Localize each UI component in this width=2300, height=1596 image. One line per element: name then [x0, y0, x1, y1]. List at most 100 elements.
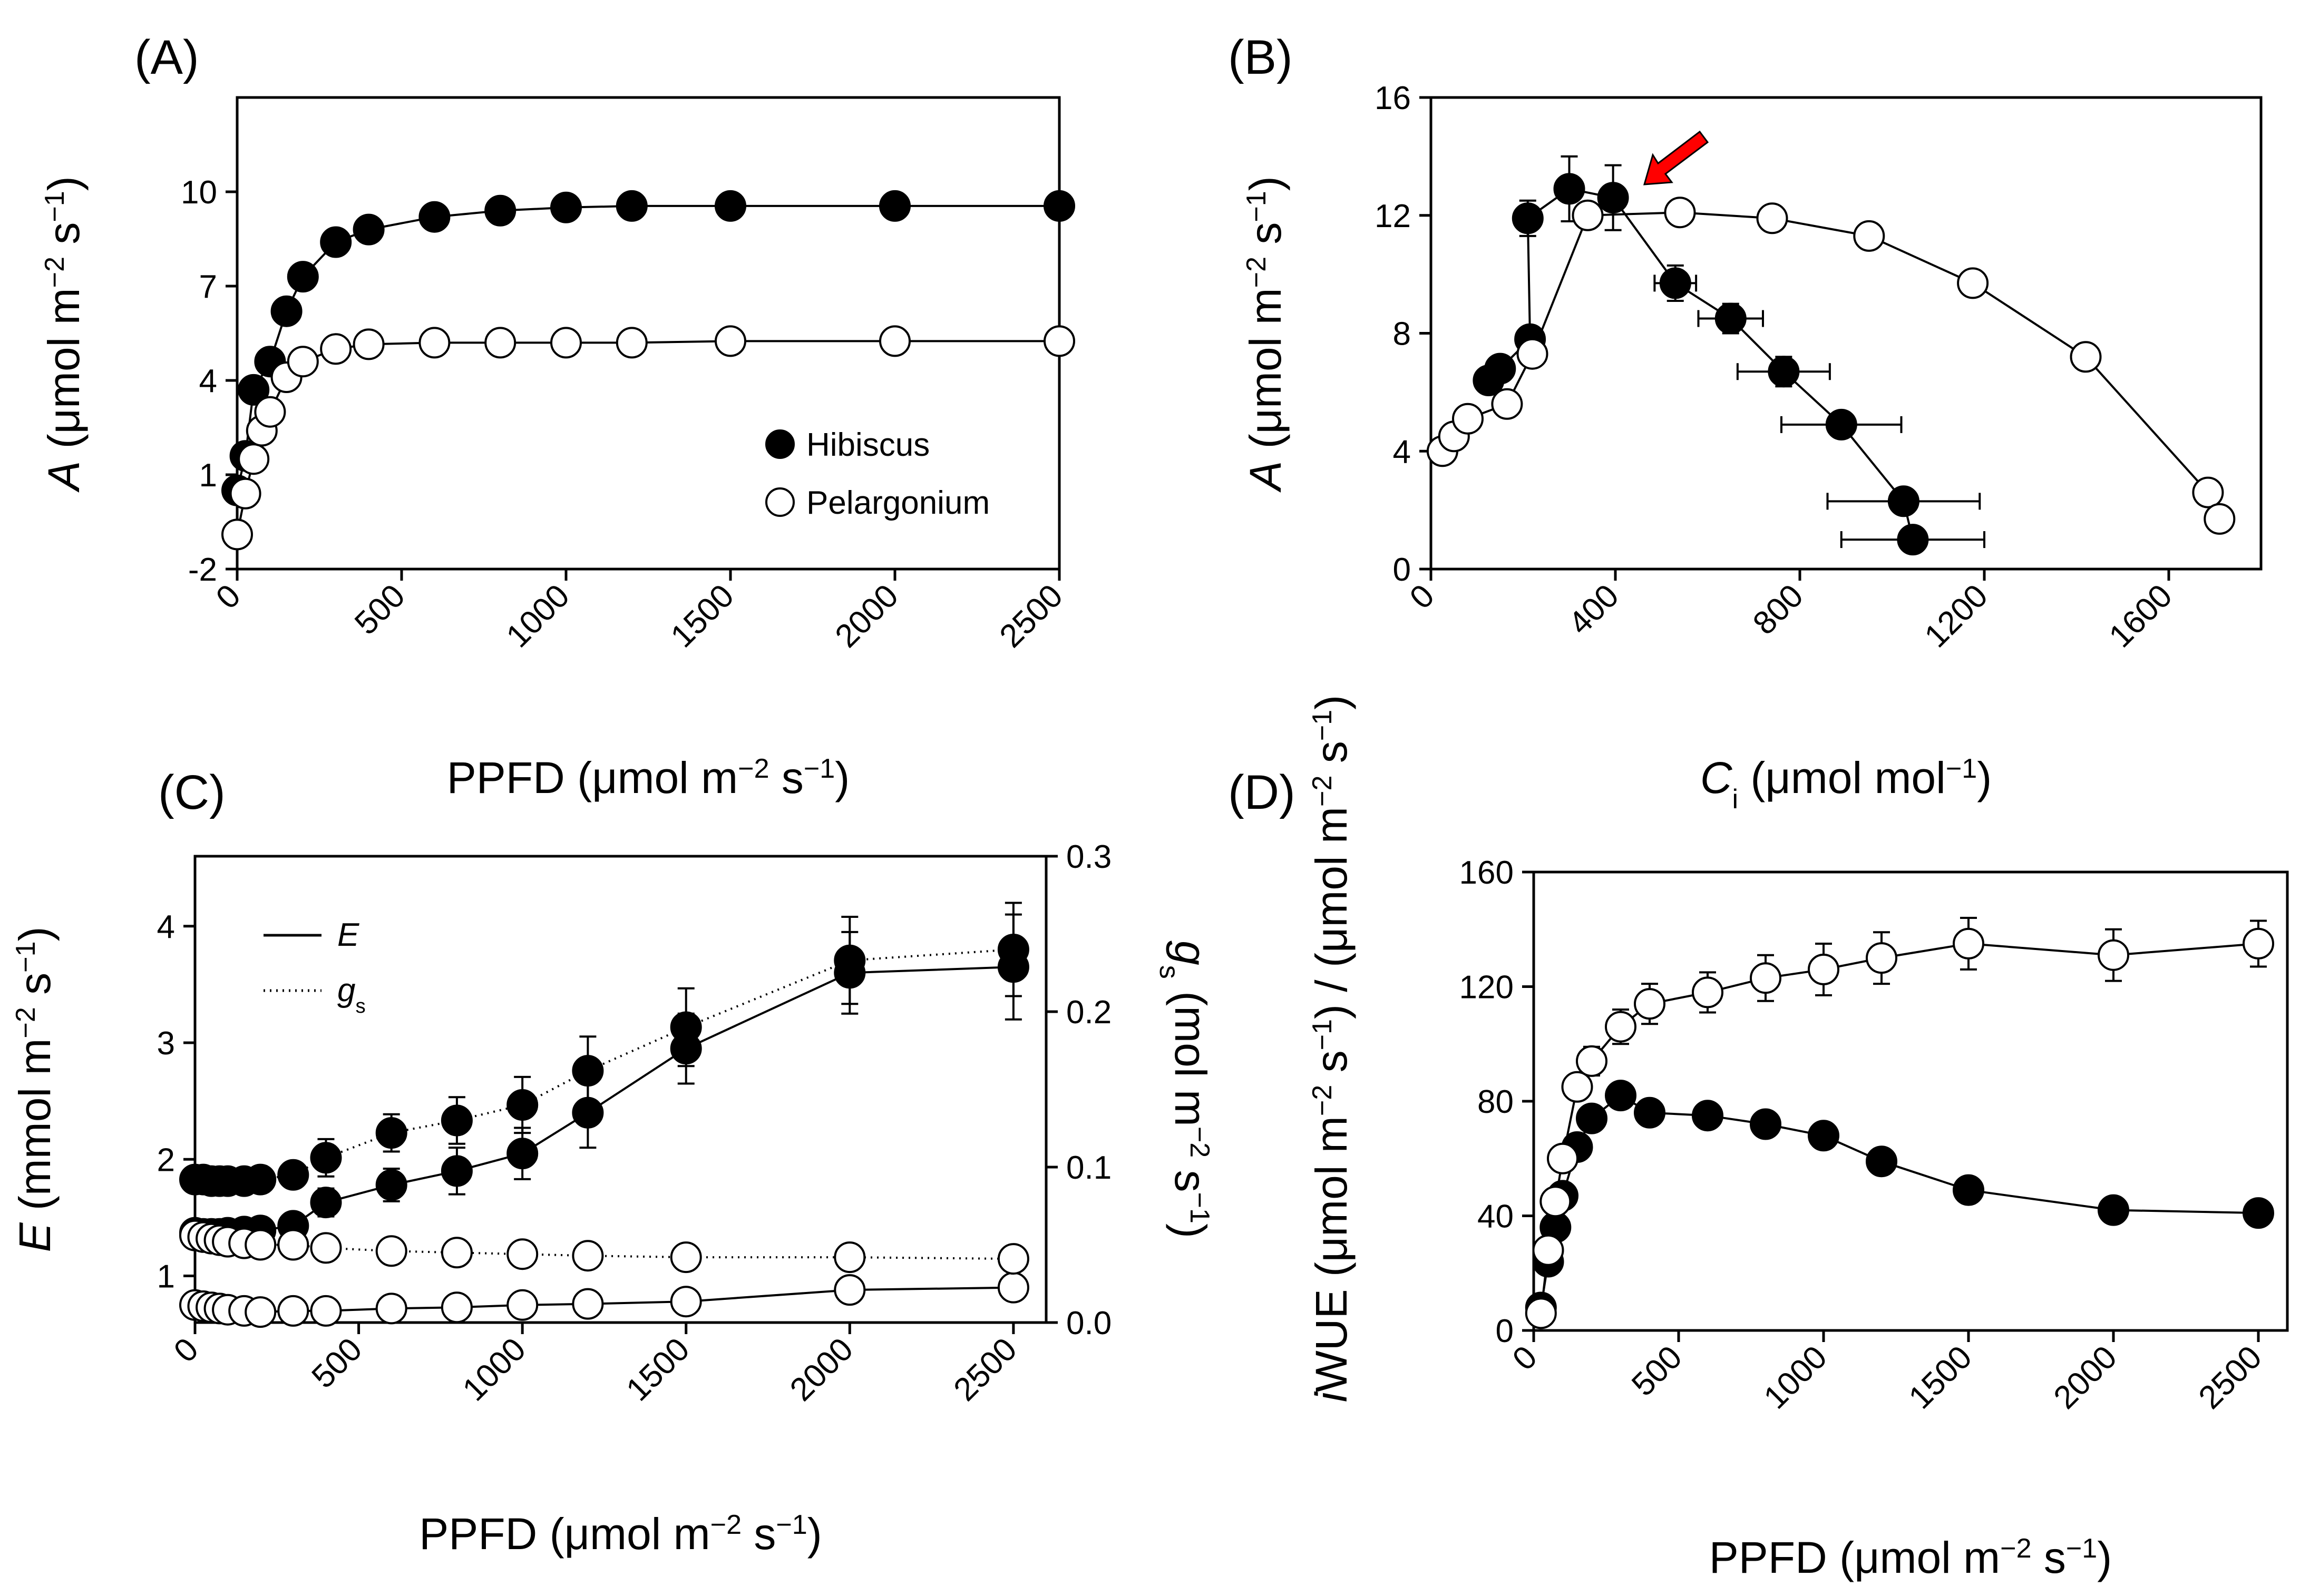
x-axis-title: PPFD (μmol m−2 s−1) [419, 1509, 822, 1559]
x-axis-title: PPFD (μmol m−2 s−1) [447, 753, 850, 802]
data-point-open [2098, 939, 2129, 971]
data-point-filled [320, 226, 352, 258]
data-point-open [1516, 338, 1548, 370]
panel-c: (C) 0 500 1000 1500 2000 2500 1 2 3 4 0.0 0.1 0.2 0.3 E… [10, 766, 1215, 1559]
data-point-open [310, 1295, 342, 1327]
x-tick-label: 500 [348, 577, 412, 642]
data-point-filled [1576, 1102, 1607, 1134]
y-tick-label: 10 [181, 174, 217, 211]
series-line [194, 1234, 1013, 1260]
x-tick-label: 2000 [829, 577, 905, 654]
x-tick-label: 1500 [619, 1331, 696, 1408]
data-point-filled [1887, 485, 1919, 517]
data-point-open [238, 443, 270, 475]
x-tick-label: 800 [1746, 577, 1810, 642]
y-tick-label: 2 [157, 1142, 175, 1178]
data-point-open [1634, 988, 1665, 1020]
data-point-open [441, 1237, 473, 1269]
data-point-filled [1750, 1108, 1781, 1140]
y-axis-title: A (μmol m−2 s−1) [39, 176, 89, 493]
data-point-open [2243, 927, 2274, 959]
y-tick-label: 3 [157, 1025, 175, 1062]
data-point-open [245, 1229, 277, 1261]
data-point-open [1750, 962, 1781, 994]
data-point-open [997, 1243, 1029, 1275]
data-point-filled [1714, 302, 1747, 335]
x-tick-label: 1600 [2102, 577, 2179, 654]
data-point-filled [1597, 182, 1629, 214]
y-tick-label: 1 [199, 457, 217, 494]
y-axis-title: iWUE (μmol m−2 s−1) / (μmol m−2 s−1) [1307, 695, 1356, 1402]
legend-label-hibiscus: Hibiscus [806, 427, 930, 463]
legend-label-gs: gs [337, 972, 366, 1017]
data-point-open [997, 1271, 1029, 1304]
data-point-filled [353, 213, 385, 246]
data-point-open [1664, 197, 1696, 229]
data-point-open [320, 333, 352, 365]
data-point-open [1692, 976, 1723, 1008]
y-tick-label: 8 [1393, 316, 1411, 353]
data-point-open [506, 1238, 539, 1270]
panel-label: (A) [134, 31, 199, 84]
data-point-filled [550, 191, 582, 223]
data-point-open [2070, 341, 2102, 373]
data-point-filled [2098, 1194, 2129, 1226]
y-tick-label: 80 [1477, 1084, 1514, 1120]
data-point-filled [1692, 1100, 1723, 1132]
data-point-filled [375, 1169, 407, 1201]
data-point-filled [1953, 1174, 1984, 1206]
plot-frame [1429, 96, 2263, 571]
x-tick-label: 1500 [1902, 1339, 1979, 1416]
y2-axis-title: gs (mol m−2 s−1) [1154, 941, 1215, 1238]
x-tick-label: 2000 [2047, 1339, 2124, 1416]
x-axis-title: PPFD (μmol m−2 s−1) [1709, 1533, 2112, 1582]
data-point-open [1853, 220, 1885, 252]
data-point-open [1532, 1234, 1564, 1266]
y2-tick-label: 0.3 [1066, 839, 1112, 875]
data-point-filled [1484, 353, 1516, 385]
data-point-filled [1808, 1120, 1839, 1152]
data-point-filled [879, 190, 911, 222]
y-axis-title: A (μmol m−2 s−1) [1241, 176, 1290, 493]
data-point-filled [277, 1159, 309, 1191]
x-tick-label: 1000 [456, 1331, 533, 1408]
data-point-filled [375, 1117, 407, 1149]
data-point-open [879, 325, 911, 357]
x-tick-label: 0 [167, 1331, 206, 1369]
data-point-open [1452, 403, 1484, 435]
y-tick-label: 40 [1477, 1199, 1514, 1235]
y-tick-label: 120 [1459, 970, 1514, 1006]
data-point-filled [572, 1055, 604, 1087]
data-point-open [670, 1286, 702, 1318]
panel-label: (D) [1228, 766, 1295, 819]
red-arrow-icon [1643, 130, 1709, 185]
x-tick-label: 1000 [1757, 1339, 1834, 1416]
data-point-open [1957, 267, 1989, 299]
y-tick-label: 7 [199, 269, 217, 305]
y2-tick-label: 0.1 [1066, 1150, 1112, 1186]
x-tick-label: 2500 [2192, 1339, 2269, 1416]
data-point-filled [1044, 190, 1075, 222]
data-point-open [2192, 476, 2224, 508]
data-point-open [715, 325, 746, 357]
x-tick-label: 500 [1625, 1339, 1689, 1403]
data-point-open [277, 1295, 309, 1327]
data-point-filled [238, 374, 270, 406]
data-point-open [1491, 388, 1523, 420]
data-point-filled [1825, 408, 1857, 440]
data-point-open [1044, 325, 1075, 357]
data-point-open [1572, 199, 1604, 231]
legend-marker-open [765, 487, 795, 517]
data-point-open [277, 1229, 309, 1261]
y-tick-label: 0 [1496, 1313, 1514, 1349]
y-tick-label: 4 [1393, 434, 1411, 470]
y-tick-label: 16 [1375, 80, 1411, 116]
panel-a: (A)0 500 1000 1500 2000 2500-214710HibiscusPe… [39, 31, 1075, 802]
x-tick-label: 1000 [500, 577, 577, 654]
data-point-filled [506, 1089, 539, 1121]
y-tick-label: 160 [1459, 855, 1514, 891]
data-point-open [375, 1293, 407, 1325]
